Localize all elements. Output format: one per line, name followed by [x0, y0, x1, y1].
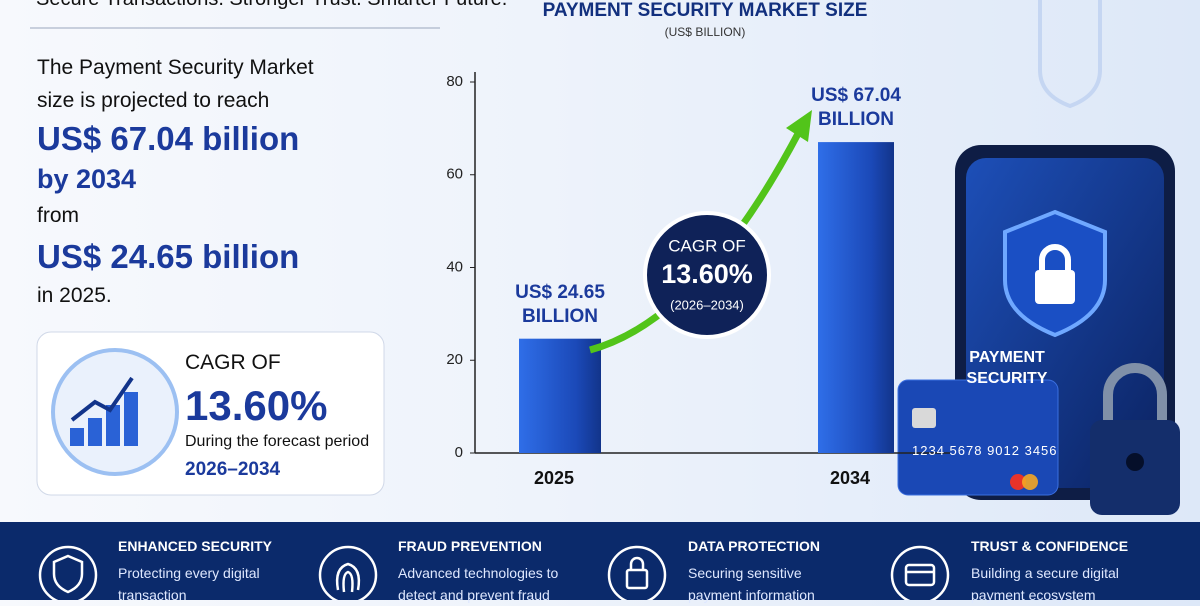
cagr-note: During the forecast period [185, 433, 370, 450]
chart-subtitle: (US$ BILLION) [664, 25, 746, 39]
feature: ENHANCED SECURITY Protecting every digita… [118, 538, 288, 606]
shield-bg [1038, 0, 1102, 109]
from-text: from [37, 204, 79, 227]
cagr-icon-arrow [70, 376, 134, 422]
feature: DATA PROTECTION Securing sensitive paymen… [688, 538, 858, 606]
feature-title: TRUST & CONFIDENCE [971, 538, 1129, 554]
phone-text: PAYMENT SECURITY [966, 349, 1048, 387]
value-label: US$ 24.65 BILLION [515, 281, 605, 327]
cagr-period: 2026–2034 [185, 459, 281, 480]
cagr-label: CAGR OF [185, 351, 281, 374]
feature-title: FRAUD PREVENTION [398, 538, 542, 554]
target-year: by 2034 [37, 164, 137, 194]
value-label: US$ 67.04 BILLION [811, 85, 901, 131]
credit-card [897, 379, 1059, 496]
feature-text: Protecting every digital transaction [118, 565, 260, 603]
feature-title: ENHANCED SECURITY [118, 538, 273, 554]
y-tick-label: 40 [446, 258, 463, 275]
x-tick-label: 2025 [534, 468, 574, 488]
feature: FRAUD PREVENTION Advanced technologies to… [398, 538, 568, 606]
feature-text: Building a secure digital payment ecosys… [971, 565, 1119, 603]
feature-text: Securing sensitive payment information [688, 565, 815, 603]
base-year: in 2025. [37, 284, 112, 307]
padlock-shackle [1103, 363, 1167, 420]
footer [0, 522, 1200, 600]
card-logo [1022, 474, 1038, 490]
target-value: US$ 67.04 billion [37, 120, 300, 157]
bar [519, 338, 601, 453]
feature-icons [38, 545, 950, 600]
phone-lock [1035, 270, 1075, 304]
growth-arrow-head [786, 110, 812, 142]
cagr-badge-label: CAGR OF [668, 236, 745, 255]
x-tick-label: 2034 [830, 468, 870, 488]
feature: TRUST & CONFIDENCE Building a secure digi… [971, 538, 1141, 606]
card-logo [1010, 474, 1026, 490]
feature-text: Advanced technologies to detect and prev… [398, 565, 559, 603]
padlock-hole [1126, 453, 1144, 471]
bar [818, 142, 894, 454]
y-tick-label: 20 [446, 351, 463, 368]
tagline: Secure Transactions. Stronger Trust. Sma… [36, 0, 507, 11]
cagr-badge-value: 13.60% [661, 259, 753, 289]
cagr-badge-period: (2026–2034) [670, 297, 744, 312]
y-tick-label: 60 [446, 166, 463, 183]
card-number: 1234 5678 9012 3456 [912, 443, 1058, 458]
chart-title: PAYMENT SECURITY MARKET SIZE [542, 0, 868, 21]
cagr-badge [643, 211, 771, 339]
cagr-icon-bars [70, 392, 138, 446]
intro-text: The Payment Security Market size is proj… [37, 56, 314, 112]
y-tick-label: 0 [455, 444, 463, 461]
cagr-value: 13.60% [185, 382, 328, 429]
phone-lock-shackle [1039, 244, 1071, 270]
base-value: US$ 24.65 billion [37, 238, 300, 275]
feature-title: DATA PROTECTION [688, 538, 820, 554]
y-tick-label: 80 [446, 73, 463, 90]
card-chip [912, 408, 936, 428]
